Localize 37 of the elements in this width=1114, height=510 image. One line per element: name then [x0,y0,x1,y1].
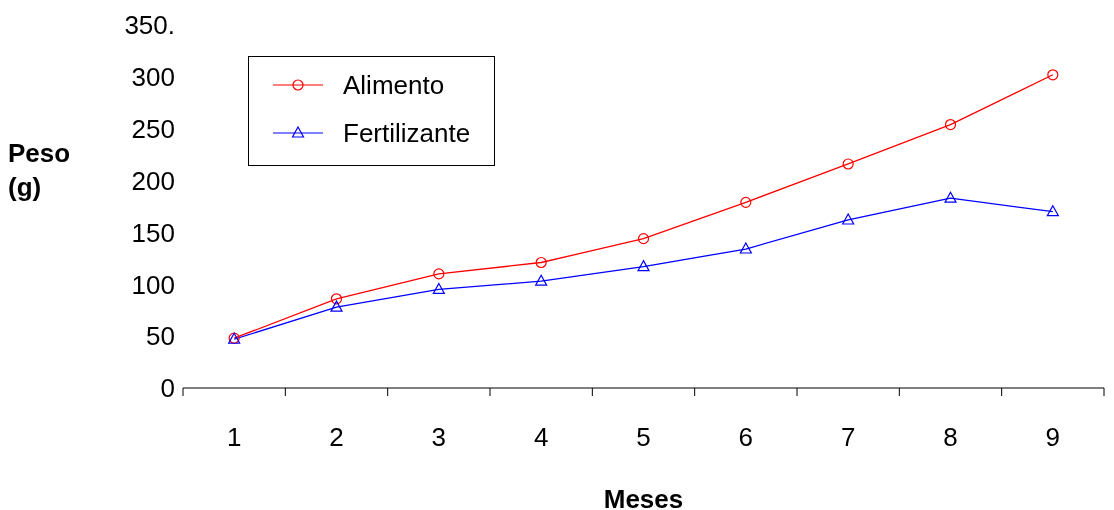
x-tick-label: 2 [329,422,344,452]
point [1047,69,1059,81]
point [637,233,650,245]
point [1046,205,1059,217]
y-tick-label: 150 [131,217,175,248]
y-tick-label: 350. [124,10,175,41]
x-tick-label: 5 [636,422,651,452]
point [740,196,752,208]
point [432,282,445,295]
x-axis-title: Meses [603,484,684,510]
y-tick-label: 100 [131,269,175,300]
point [535,256,547,269]
point [433,268,445,280]
x-tick-label: 4 [533,422,549,452]
point [842,213,855,225]
y-axis-title: Peso (g) [8,137,72,204]
legend-label: Fertilizante [343,117,471,149]
x-tick-label: 8 [943,422,958,452]
y-tick-label: 0 [160,373,175,404]
y-tick-label: 50 [146,321,175,352]
point [944,118,957,131]
y-tick-label: 250 [131,113,175,144]
legend-label: Alimento [343,69,445,101]
point [944,191,957,203]
point [330,293,343,305]
point [842,158,854,170]
x-tick-label: 7 [840,422,856,452]
y-tick-label: 300 [131,62,175,93]
point [637,260,650,272]
x-tick-label: 1 [226,422,242,452]
point [330,300,343,312]
point [739,242,752,254]
x-tick-label: 9 [1045,422,1061,452]
x-tick-label: 3 [431,422,447,452]
y-tick-label: 200 [131,165,175,196]
x-tick-label: 6 [738,422,754,452]
point [535,274,548,286]
